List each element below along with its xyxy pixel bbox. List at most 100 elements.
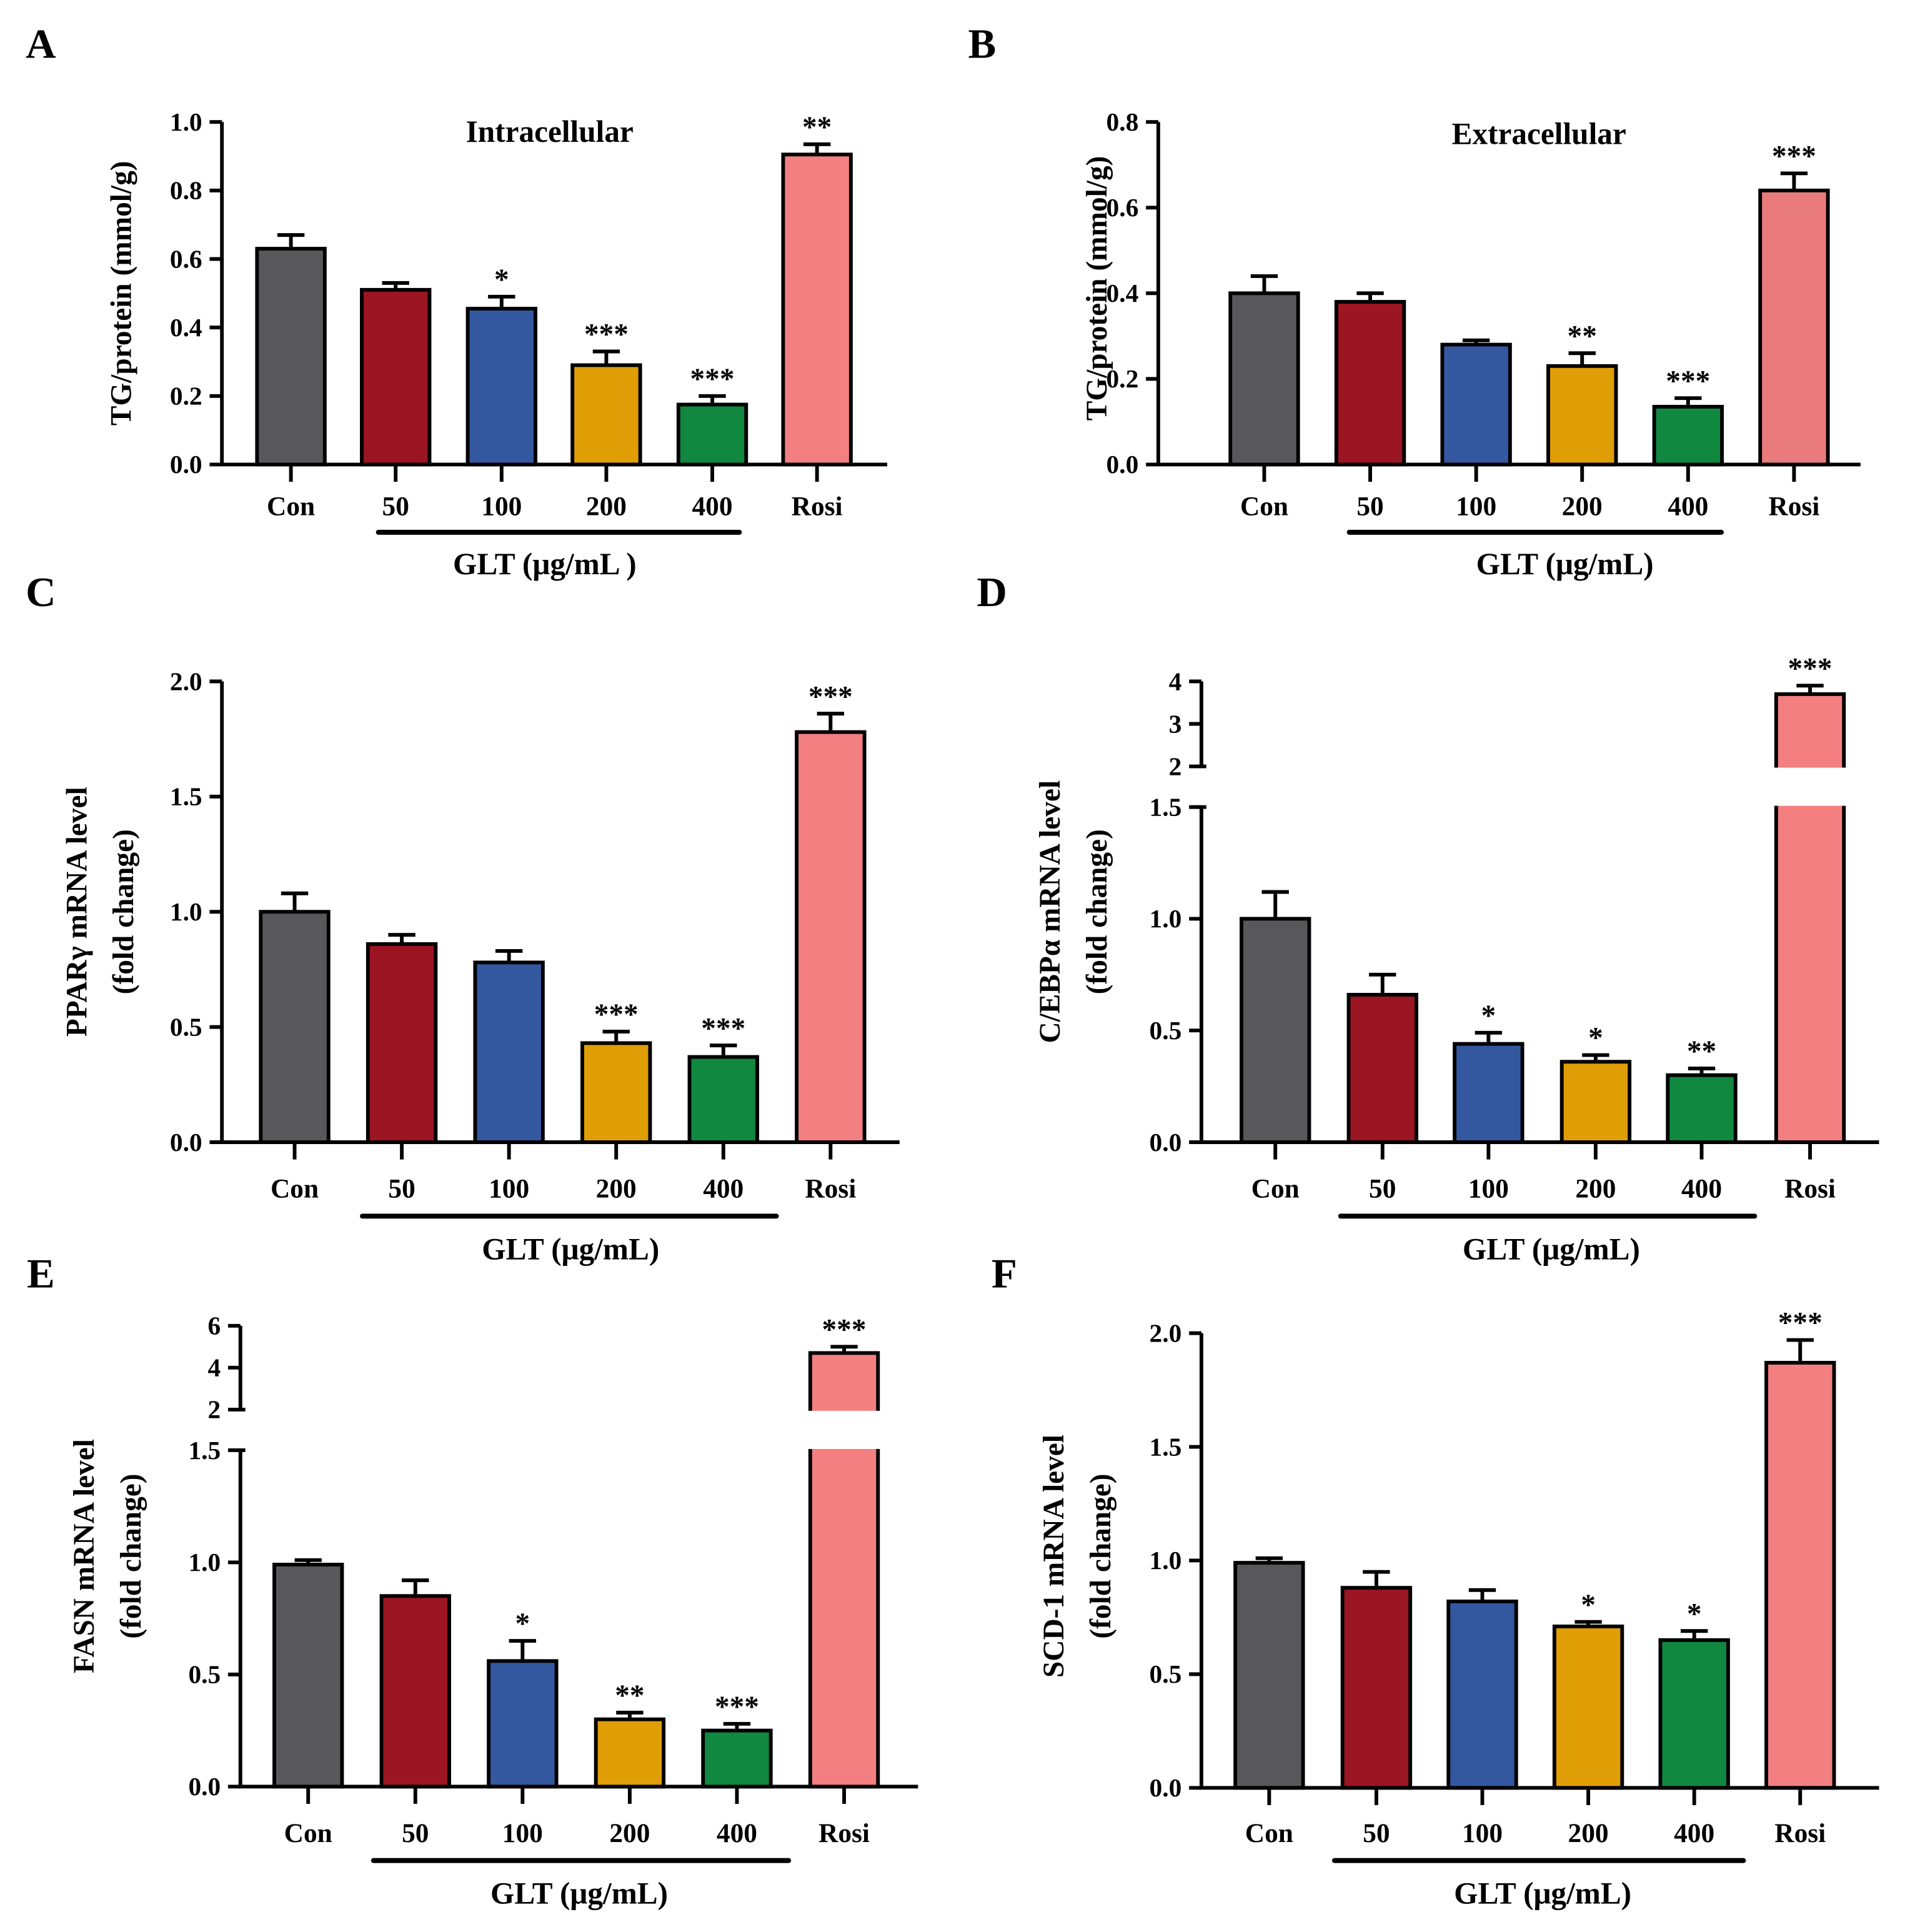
panel-F: F 0.0 0.5 1.0 1.5 2.0 SCD-1 mRNA level (fold ch… [992, 1250, 1879, 1911]
significance-label: ** [1687, 1035, 1716, 1068]
significance-label: *** [594, 998, 639, 1031]
bar-Con [255, 247, 327, 467]
significance-label: *** [822, 1313, 867, 1346]
panel-E: E 0.0 0.5 1.0 1.5 2 4 6 FASN mRNA level (fold cha… [27, 1250, 918, 1911]
bar-50 [360, 287, 432, 467]
x-tick-label: 200 [586, 491, 627, 521]
y-tick-label: 1.0 [1150, 1546, 1182, 1575]
x-tick-label: 400 [1668, 491, 1708, 521]
y-tick-label: 0.4 [170, 313, 202, 342]
x-tick-label: Rosi [1784, 1174, 1836, 1204]
significance-label: * [515, 1608, 530, 1640]
x-axis-label: GLT (μg/mL) [1463, 1232, 1640, 1266]
y-tick-label: 0.2 [1107, 364, 1139, 393]
bar-400 [1652, 404, 1724, 467]
bar-200 [1552, 1625, 1624, 1790]
x-tick-label: 100 [502, 1818, 543, 1848]
panel-letter: C [26, 569, 56, 615]
y-axis-label-2: (fold change) [115, 1473, 147, 1638]
x-tick-label: 50 [1363, 1818, 1390, 1848]
bar-400 [701, 1728, 773, 1789]
panel-letter: D [977, 569, 1007, 615]
bar-200 [1546, 364, 1618, 467]
significance-label: *** [808, 680, 853, 713]
y-tick-label: 0.0 [1150, 1128, 1182, 1157]
x-axis-label: GLT (μg/mL) [490, 1876, 668, 1911]
x-tick-label: 400 [1674, 1818, 1714, 1848]
bar-400 [676, 402, 749, 467]
bar-100 [473, 960, 545, 1144]
x-tick-label: 400 [692, 491, 732, 521]
y-tick-label: 2 [208, 1395, 221, 1424]
y-tick-label: 0.0 [1150, 1773, 1182, 1802]
bar-Rosi [795, 730, 867, 1144]
x-axis-label: GLT (μg/mL) [482, 1232, 659, 1266]
bar-200 [580, 1041, 652, 1144]
panel-B: B 0.0 0.2 0.4 0.6 0.8 TG/protein (mmol/g) Extra… [968, 21, 1861, 581]
y-tick-label: 1.0 [188, 1548, 221, 1576]
y-tick-label: 2.0 [170, 667, 202, 695]
significance-label: * [494, 264, 509, 296]
y-tick-label: 0.0 [1107, 450, 1139, 479]
y-tick-label: 1.0 [170, 107, 202, 136]
y-tick-label: 1.0 [1150, 904, 1182, 933]
y-axis-label: FASN mRNA level [68, 1439, 101, 1673]
bar-50 [366, 942, 438, 1144]
y-axis-label: TG/protein (mmol/g) [1081, 156, 1113, 421]
bar-break-gap [806, 1410, 882, 1449]
bar-100 [465, 307, 538, 467]
y-tick-label: 0.0 [188, 1772, 221, 1801]
x-tick-label: Con [271, 1174, 319, 1204]
significance-label: *** [1778, 1307, 1823, 1340]
x-tick-label: Rosi [792, 491, 843, 521]
y-tick-label: 3 [1169, 709, 1182, 738]
y-tick-label: 0.0 [170, 1128, 202, 1157]
x-tick-label: 100 [1456, 491, 1496, 521]
y-axis-label: C/EBPα mRNA level [1034, 780, 1067, 1043]
significance-label: *** [1788, 652, 1833, 685]
bar-100 [1440, 342, 1512, 467]
significance-label: * [1581, 1589, 1596, 1621]
x-tick-label: 400 [703, 1174, 744, 1204]
x-axis-label: GLT (μg/mL ) [453, 547, 637, 581]
x-tick-label: 100 [1462, 1818, 1503, 1848]
x-tick-label: Rosi [1768, 491, 1819, 521]
y-tick-label: 1.0 [170, 897, 202, 926]
y-tick-label: 4 [1169, 667, 1182, 695]
significance-label: *** [584, 319, 629, 351]
bar-100 [1446, 1599, 1518, 1790]
y-tick-label: 4 [208, 1353, 221, 1382]
x-tick-label: Con [284, 1818, 332, 1848]
bar-100 [487, 1659, 559, 1789]
bar-50 [1334, 300, 1406, 467]
y-tick-label: 0.5 [188, 1660, 221, 1689]
x-tick-label: 100 [481, 491, 522, 521]
y-tick-label: 0.2 [170, 382, 202, 411]
significance-label: *** [715, 1691, 759, 1723]
y-tick-label: 1.5 [170, 782, 202, 811]
bar-200 [594, 1717, 666, 1789]
significance-label: *** [690, 363, 735, 396]
y-tick-label: 0.5 [1150, 1016, 1182, 1045]
panel-D: D 0.0 0.5 1.0 1.5 2 3 4 C/EBPα mRNA level (fold c… [977, 569, 1879, 1266]
x-tick-label: Con [267, 491, 315, 521]
x-axis-label: GLT (μg/mL) [1476, 547, 1654, 581]
x-tick-label: 100 [1468, 1174, 1509, 1204]
bar-break-gap [1772, 767, 1848, 806]
bar-400 [1658, 1638, 1730, 1790]
panel-letter: B [968, 21, 997, 67]
x-tick-label: Rosi [1774, 1818, 1826, 1848]
panel-A: A 0.0 0.2 0.4 0.6 0.8 1.0 TG/protein (mmol/g) In… [26, 21, 888, 581]
y-axis-label-2: (fold change) [1081, 829, 1113, 994]
bar-50 [1340, 1586, 1413, 1790]
bar-Rosi [1774, 692, 1846, 1144]
y-axis-label: PPARγ mRNA level [61, 787, 93, 1037]
y-tick-label: 0.6 [170, 244, 202, 273]
bar-Rosi [781, 152, 853, 467]
y-axis-label: SCD-1 mRNA level [1038, 1435, 1070, 1678]
chart-title: Extracellular [1452, 117, 1626, 151]
significance-label: * [1687, 1598, 1702, 1630]
bar-400 [1666, 1073, 1738, 1144]
y-tick-label: 1.5 [188, 1436, 221, 1465]
